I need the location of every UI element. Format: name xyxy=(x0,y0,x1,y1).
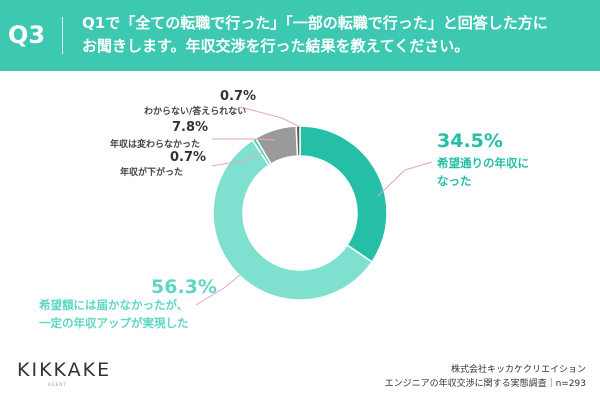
slice-label-as-hoped: 希望通りの年収に なった xyxy=(437,154,529,190)
slice-value-dont-know: 0.7% xyxy=(220,89,257,104)
question-number-badge: Q3 xyxy=(8,21,46,49)
leader-lines xyxy=(195,106,433,306)
slice-value-decreased: 0.7% xyxy=(170,150,207,165)
slice-as-hoped xyxy=(299,125,388,263)
question-line-1: Q1で「全ての転職で行った」「一部の転職で行った」と回答した方に xyxy=(82,14,548,32)
brand-logo-sub: AGENT xyxy=(48,382,67,387)
question-line-2: お聞きします。年収交渉を行った結果を教えてください。 xyxy=(82,37,470,55)
leader-unchanged xyxy=(212,138,276,141)
slice-dont-know xyxy=(295,125,301,157)
leader-as-hoped xyxy=(377,161,433,197)
footer-survey: エンジニアの年収交渉に関する実態調査｜n=293 xyxy=(384,379,586,389)
slice-label-decreased: 年収が下がった xyxy=(120,168,184,178)
leader-partial-raise xyxy=(195,274,241,306)
leader-dont-know xyxy=(239,106,301,128)
slice-label-partial-raise-line2: 一定の年収アップが実現した xyxy=(39,316,189,330)
header-divider xyxy=(62,17,63,54)
slice-value-unchanged: 7.8% xyxy=(172,120,209,135)
slice-value-partial-raise: 56.3% xyxy=(151,276,217,298)
donut-slices xyxy=(212,125,388,301)
source-footer: 株式会社キッカケクリエイション エンジニアの年収交渉に関する実態調査｜n=293 xyxy=(385,363,586,391)
leader-decreased xyxy=(211,152,263,167)
slice-label-as-hoped-line2: なった xyxy=(437,174,472,188)
slice-label-dont-know: わからない/答えられない xyxy=(144,107,247,117)
brand-logo: KIKKAKE xyxy=(17,359,112,381)
slice-partial-raise xyxy=(212,139,373,301)
slice-label-unchanged: 年収は変わらなかった xyxy=(110,140,201,150)
slice-label-partial-raise-line1: 希望額には届かなかったが、 xyxy=(39,298,189,312)
footer-company: 株式会社キッカケクリエイション xyxy=(450,365,586,375)
slice-label-as-hoped-line1: 希望通りの年収に xyxy=(437,156,529,170)
question-text: Q1で「全ての転職で行った」「一部の転職で行った」と回答した方に お聞きします。… xyxy=(82,12,592,58)
slice-label-partial-raise: 希望額には届かなかったが、 一定の年収アップが実現した xyxy=(39,296,189,332)
question-header: Q3 Q1で「全ての転職で行った」「一部の転職で行った」と回答した方に お聞きし… xyxy=(0,0,600,71)
slice-value-as-hoped: 34.5% xyxy=(437,130,503,152)
